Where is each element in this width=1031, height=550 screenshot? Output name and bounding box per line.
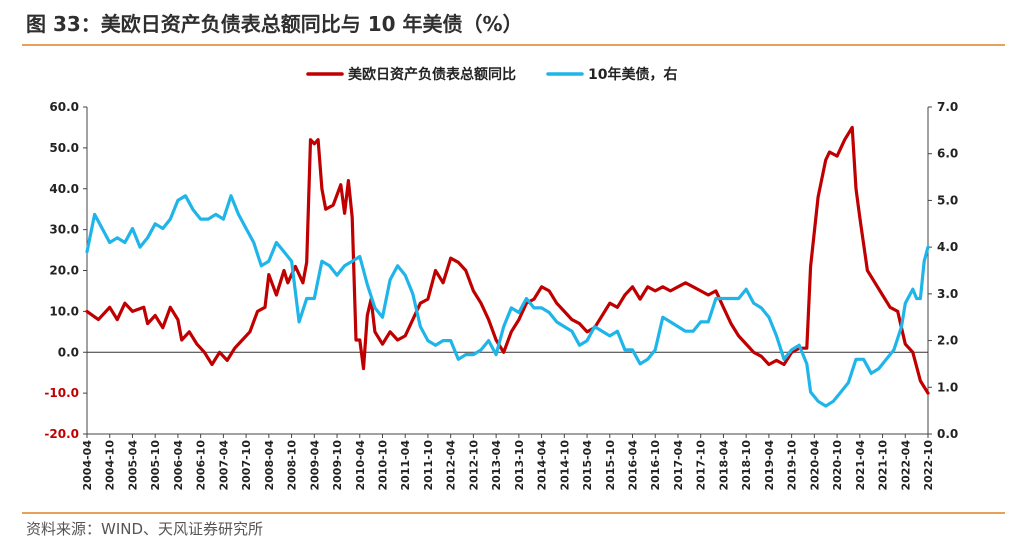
x-tick-label: 2015-04	[581, 440, 594, 491]
x-tick-label: 2013-10	[513, 440, 526, 491]
right-tick-label: 7.0	[937, 100, 958, 114]
x-tick-label: 2020-10	[831, 440, 844, 491]
x-tick-label: 2019-04	[763, 440, 776, 491]
x-tick-label: 2004-10	[104, 440, 117, 491]
us10y-yield-line	[85, 194, 930, 408]
x-tick-label: 2016-04	[627, 440, 640, 491]
chart: 美欧日资产负债表总额同比 10年美债，右 -20.0 -10.0 0.0 10.0 20.…	[44, 66, 958, 491]
x-tick-label: 2014-10	[558, 440, 571, 491]
x-tick-label: 2017-04	[672, 440, 685, 491]
x-tick-label: 2009-04	[308, 440, 321, 491]
x-tick-label: 2011-04	[399, 440, 412, 491]
x-tick-label: 2015-10	[604, 440, 617, 491]
left-tick-label: 0.0	[58, 345, 79, 359]
x-tick-label: 2006-10	[195, 440, 208, 491]
left-tick-label: 60.0	[49, 100, 79, 114]
right-tick-label: 4.0	[937, 240, 958, 254]
x-tick-label: 2006-04	[172, 440, 185, 491]
legend-label: 10年美债，右	[588, 66, 677, 83]
series-layer	[85, 125, 930, 408]
source-note: 资料来源：WIND、天风证券研究所	[26, 520, 264, 538]
x-tick-label: 2009-10	[331, 440, 344, 491]
balance-sheet-yoy-line	[85, 125, 930, 395]
x-tick-label: 2020-04	[808, 440, 821, 491]
right-tick-label: 5.0	[937, 193, 958, 207]
right-tick-label: 2.0	[937, 334, 958, 348]
x-tick-label: 2010-04	[354, 440, 367, 491]
x-tick-label: 2021-04	[854, 440, 867, 491]
x-tick-label: 2004-04	[81, 440, 94, 491]
left-tick-label: 40.0	[49, 182, 79, 196]
x-tick-label: 2019-10	[786, 440, 799, 491]
right-tick-label: 1.0	[937, 380, 958, 394]
x-tick-label: 2007-10	[240, 440, 253, 491]
figure-title: 图 33：美欧日资产负债表总额同比与 10 年美债（%）	[26, 12, 523, 36]
x-tick-label: 2013-04	[490, 440, 503, 491]
left-tick-label: 10.0	[49, 304, 79, 318]
x-tick-label: 2005-04	[126, 440, 139, 491]
right-tick-label: 3.0	[937, 287, 958, 301]
right-tick-label: 0.0	[937, 427, 958, 441]
left-tick-label: 20.0	[49, 264, 79, 278]
legend: 美欧日资产负债表总额同比 10年美债，右	[306, 66, 677, 83]
x-tick-label: 2008-04	[263, 440, 276, 491]
x-tick-label: 2018-04	[717, 440, 730, 491]
x-tick-label: 2017-10	[695, 440, 708, 491]
x-tick-label: 2018-10	[740, 440, 753, 491]
x-tick-label: 2014-04	[536, 440, 549, 491]
x-tick-label: 2010-10	[376, 440, 389, 491]
left-tick-label: 30.0	[49, 223, 79, 237]
x-tick-label: 2012-04	[445, 440, 458, 491]
x-tick-label: 2021-10	[877, 440, 890, 491]
axes: -20.0 -10.0 0.0 10.0 20.0 30.0 40.0 50.0 60.0 0.0…	[44, 100, 958, 491]
source-rule	[22, 512, 1005, 514]
x-tick-label: 2022-04	[899, 440, 912, 491]
x-tick-label: 2007-04	[217, 440, 230, 491]
x-tick-label: 2022-10	[922, 440, 935, 491]
x-tick-label: 2016-10	[649, 440, 662, 491]
x-tick-label: 2011-10	[422, 440, 435, 491]
x-tick-label: 2012-10	[467, 440, 480, 491]
right-tick-label: 6.0	[937, 147, 958, 161]
x-tick-label: 2008-10	[286, 440, 299, 491]
x-tick-label: 2005-10	[149, 440, 162, 491]
title-rule	[22, 44, 1005, 46]
left-tick-label: 50.0	[49, 141, 79, 155]
legend-label: 美欧日资产负债表总额同比	[348, 66, 516, 83]
left-tick-label: -10.0	[44, 386, 79, 400]
left-tick-label: -20.0	[44, 427, 79, 441]
